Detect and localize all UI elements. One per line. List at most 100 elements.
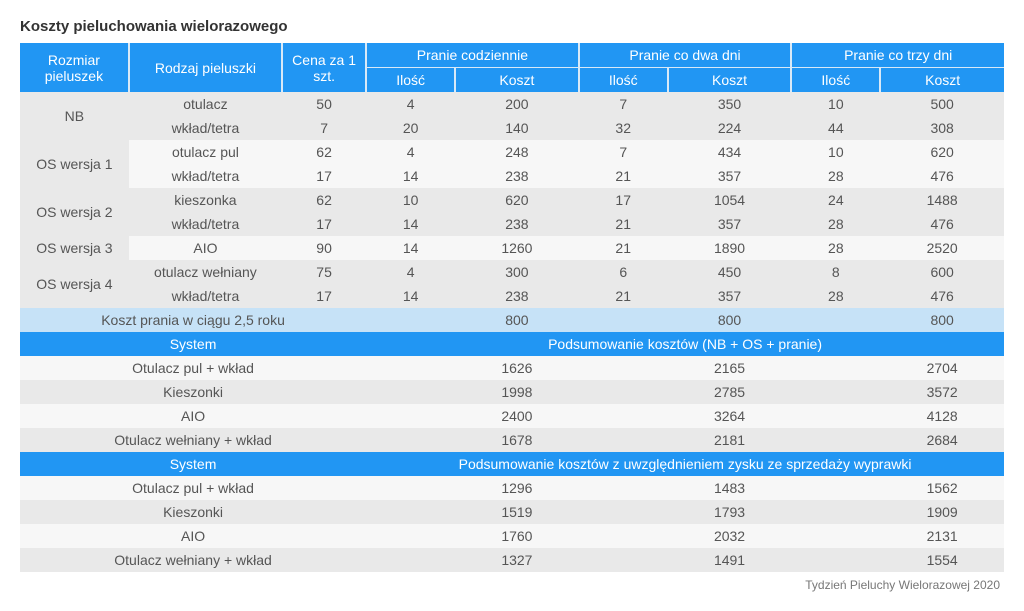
cell <box>579 476 668 500</box>
cell: 14 <box>366 284 455 308</box>
cell: 90 <box>282 236 366 260</box>
cell: otulacz <box>129 92 282 116</box>
cell: 476 <box>880 212 1004 236</box>
cell: 2032 <box>668 524 792 548</box>
cell: 10 <box>366 188 455 212</box>
table-header: Rozmiar pieluszek Rodzaj pieluszki Cena … <box>20 43 1004 92</box>
cell: 3264 <box>668 404 792 428</box>
cell: OS wersja 3 <box>20 236 129 260</box>
cell: 1998 <box>455 380 579 404</box>
wash-cost-row: Koszt prania w ciągu 2,5 roku800800800 <box>20 308 1004 332</box>
cell: 4 <box>366 260 455 284</box>
cell: AIO <box>20 524 366 548</box>
cell: 2520 <box>880 236 1004 260</box>
cell: 224 <box>668 116 792 140</box>
cell: Kieszonki <box>20 380 366 404</box>
cell: 238 <box>455 212 579 236</box>
cell: wkład/tetra <box>129 284 282 308</box>
cell: wkład/tetra <box>129 164 282 188</box>
cell: AIO <box>129 236 282 260</box>
table-row: wkład/tetra7201403222444308 <box>20 116 1004 140</box>
cell: 500 <box>880 92 1004 116</box>
cell: 1296 <box>455 476 579 500</box>
cell: 350 <box>668 92 792 116</box>
cell: 28 <box>791 212 880 236</box>
cell: 2684 <box>880 428 1004 452</box>
cell: 62 <box>282 140 366 164</box>
cell: 17 <box>282 164 366 188</box>
cell: 1491 <box>668 548 792 572</box>
summary-header: SystemPodsumowanie kosztów (NB + OS + pr… <box>20 332 1004 356</box>
cell: 1488 <box>880 188 1004 212</box>
table-row: OS wersja 4otulacz wełniany7543006450860… <box>20 260 1004 284</box>
cell <box>579 428 668 452</box>
cell: 238 <box>455 284 579 308</box>
cell: 17 <box>282 284 366 308</box>
cell: 434 <box>668 140 792 164</box>
cell: kieszonka <box>129 188 282 212</box>
cell: 50 <box>282 92 366 116</box>
cell <box>791 500 880 524</box>
summary-row: Kieszonki 1998 2785 3572 <box>20 380 1004 404</box>
cell: 300 <box>455 260 579 284</box>
cell: 14 <box>366 164 455 188</box>
cell: 2181 <box>668 428 792 452</box>
cell: Otulacz wełniany + wkład <box>20 428 366 452</box>
hdr-price: Cena za 1 szt. <box>282 43 366 92</box>
cell: 4128 <box>880 404 1004 428</box>
cell: 21 <box>579 212 668 236</box>
cell: 1519 <box>455 500 579 524</box>
hdr-qty: Ilość <box>366 68 455 93</box>
cell: 600 <box>880 260 1004 284</box>
cell: Kieszonki <box>20 500 366 524</box>
cell: 800 <box>668 308 792 332</box>
cell: Podsumowanie kosztów (NB + OS + pranie) <box>366 332 1004 356</box>
summary-row: Otulacz wełniany + wkład132714911554 <box>20 548 1004 572</box>
cell: 1760 <box>455 524 579 548</box>
cell: 1054 <box>668 188 792 212</box>
cell: 357 <box>668 164 792 188</box>
cell: wkład/tetra <box>129 212 282 236</box>
cell: OS wersja 1 <box>20 140 129 188</box>
cell: 1327 <box>455 548 579 572</box>
cell: 2165 <box>668 356 792 380</box>
cell: 200 <box>455 92 579 116</box>
cell: 3572 <box>880 380 1004 404</box>
cell: 1678 <box>455 428 579 452</box>
cell: Podsumowanie kosztów z uwzględnieniem zy… <box>366 452 1004 476</box>
hdr-daily: Pranie codziennie <box>366 43 579 68</box>
cell <box>366 476 455 500</box>
cell: otulacz pul <box>129 140 282 164</box>
table-row: OS wersja 2kieszonka6210620171054241488 <box>20 188 1004 212</box>
hdr-qty: Ilość <box>791 68 880 93</box>
cell: 308 <box>880 116 1004 140</box>
cell: 28 <box>791 284 880 308</box>
cell: 2785 <box>668 380 792 404</box>
cell: 238 <box>455 164 579 188</box>
hdr-cost: Koszt <box>668 68 792 93</box>
cell: 248 <box>455 140 579 164</box>
cell <box>579 356 668 380</box>
table-row: NBotulacz504200735010500 <box>20 92 1004 116</box>
cell: 2131 <box>880 524 1004 548</box>
cell: wkład/tetra <box>129 116 282 140</box>
hdr-cost: Koszt <box>880 68 1004 93</box>
cell: 450 <box>668 260 792 284</box>
cell <box>366 548 455 572</box>
cell: 28 <box>791 236 880 260</box>
hdr-qty: Ilość <box>579 68 668 93</box>
cell: 1562 <box>880 476 1004 500</box>
cell: 1909 <box>880 500 1004 524</box>
cell: 21 <box>579 164 668 188</box>
cell: 10 <box>791 92 880 116</box>
cell <box>366 428 455 452</box>
footer-text: Tydzień Pieluchy Wielorazowej 2020 <box>20 578 1004 592</box>
summary-row: AIO 1760 2032 2131 <box>20 524 1004 548</box>
cell: 476 <box>880 164 1004 188</box>
cell: 1890 <box>668 236 792 260</box>
table-row: OS wersja 1otulacz pul624248743410620 <box>20 140 1004 164</box>
cell <box>366 308 455 332</box>
cell: OS wersja 4 <box>20 260 129 308</box>
cell: 32 <box>579 116 668 140</box>
cell <box>791 356 880 380</box>
